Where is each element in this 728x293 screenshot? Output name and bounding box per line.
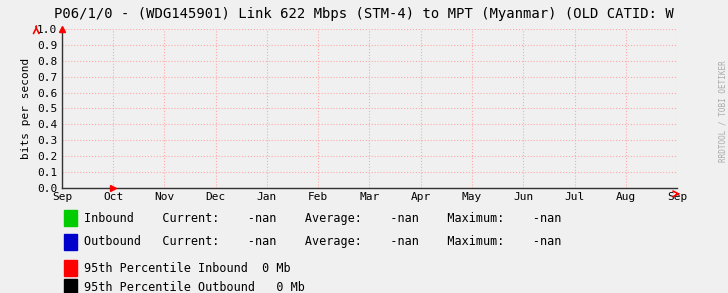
Text: Inbound    Current:    -nan    Average:    -nan    Maximum:    -nan: Inbound Current: -nan Average: -nan Maxi… <box>84 212 561 225</box>
Text: Outbound   Current:    -nan    Average:    -nan    Maximum:    -nan: Outbound Current: -nan Average: -nan Max… <box>84 235 561 248</box>
Text: 95th Percentile Outbound   0 Mb: 95th Percentile Outbound 0 Mb <box>84 281 304 293</box>
Text: P06/1/0 - (WDG145901) Link 622 Mbps (STM-4) to MPT (Myanmar) (OLD CATID: W: P06/1/0 - (WDG145901) Link 622 Mbps (STM… <box>54 7 674 21</box>
Text: 95th Percentile Inbound  0 Mb: 95th Percentile Inbound 0 Mb <box>84 262 290 275</box>
Y-axis label: bits per second: bits per second <box>21 58 31 159</box>
Text: RRDTOOL / TOBI OETIKER: RRDTOOL / TOBI OETIKER <box>719 60 727 162</box>
